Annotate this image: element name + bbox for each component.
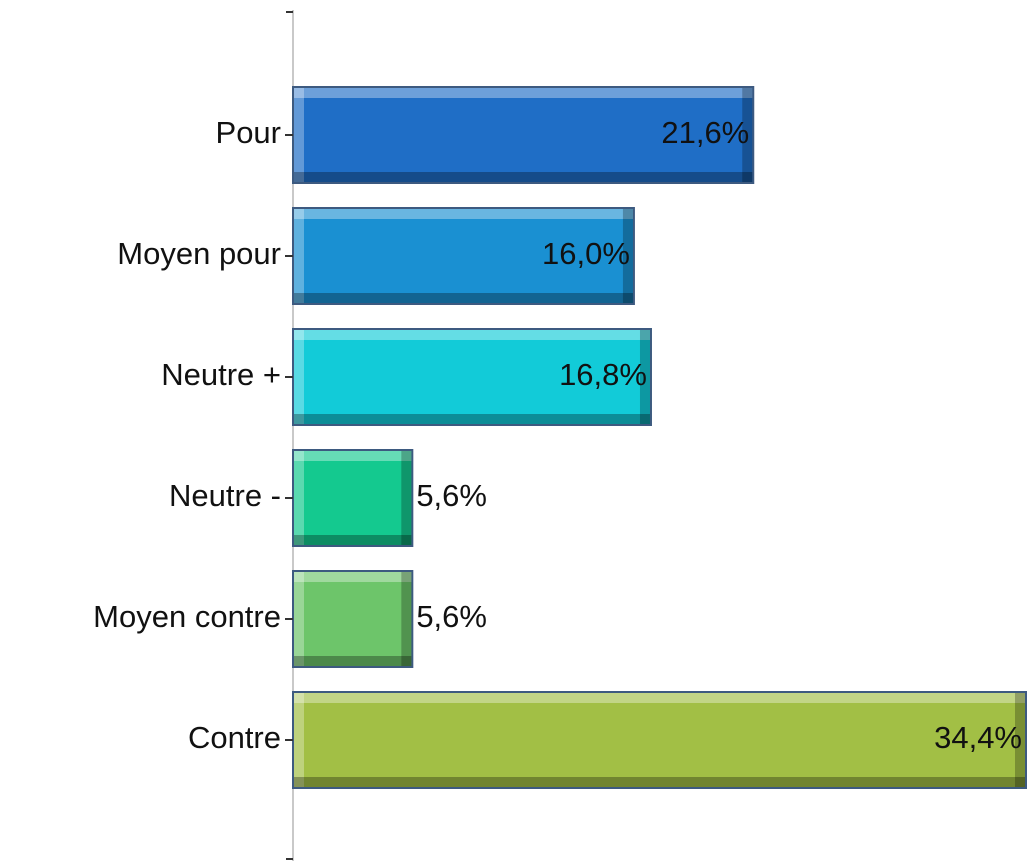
bar xyxy=(292,570,414,668)
bar-shade xyxy=(294,414,650,424)
bar-highlight xyxy=(294,572,412,582)
bar-highlight xyxy=(294,693,304,787)
bar-shade xyxy=(401,451,412,545)
bar-highlight xyxy=(294,330,304,424)
bar-shade xyxy=(622,209,633,303)
bar-highlight xyxy=(294,451,304,545)
category-label: Neutre + xyxy=(161,357,281,392)
category-label: Pour xyxy=(216,115,281,150)
bar-shade xyxy=(294,293,633,303)
value-label: 5,6% xyxy=(416,599,487,634)
value-label: 16,0% xyxy=(542,236,630,271)
value-label: 5,6% xyxy=(416,478,487,513)
bar-highlight xyxy=(294,209,633,219)
category-label: Neutre - xyxy=(169,478,281,513)
value-label: 16,8% xyxy=(559,357,647,392)
bar-highlight xyxy=(294,330,650,340)
bar xyxy=(292,691,1027,789)
bar-shade xyxy=(639,330,650,424)
bar-highlight xyxy=(294,451,412,461)
bar-highlight xyxy=(294,88,304,182)
category-label: Moyen contre xyxy=(93,599,281,634)
bar-shade xyxy=(401,572,412,666)
category-label: Moyen pour xyxy=(117,236,281,271)
category-label: Contre xyxy=(188,720,281,755)
bar-shade xyxy=(294,172,753,182)
value-label: 34,4% xyxy=(934,720,1022,755)
bar-shade xyxy=(1015,693,1025,787)
bar-highlight xyxy=(294,693,1025,703)
bar xyxy=(292,207,635,305)
bar-highlight xyxy=(294,572,304,666)
bar-highlight xyxy=(294,209,304,303)
bar-shade xyxy=(294,535,412,545)
bar-highlight xyxy=(294,88,753,98)
bar xyxy=(292,449,414,547)
bar-shade xyxy=(742,88,753,182)
value-label: 21,6% xyxy=(661,115,749,150)
bar-shade xyxy=(294,656,412,666)
bar-shade xyxy=(294,777,1025,787)
bar xyxy=(292,86,755,184)
